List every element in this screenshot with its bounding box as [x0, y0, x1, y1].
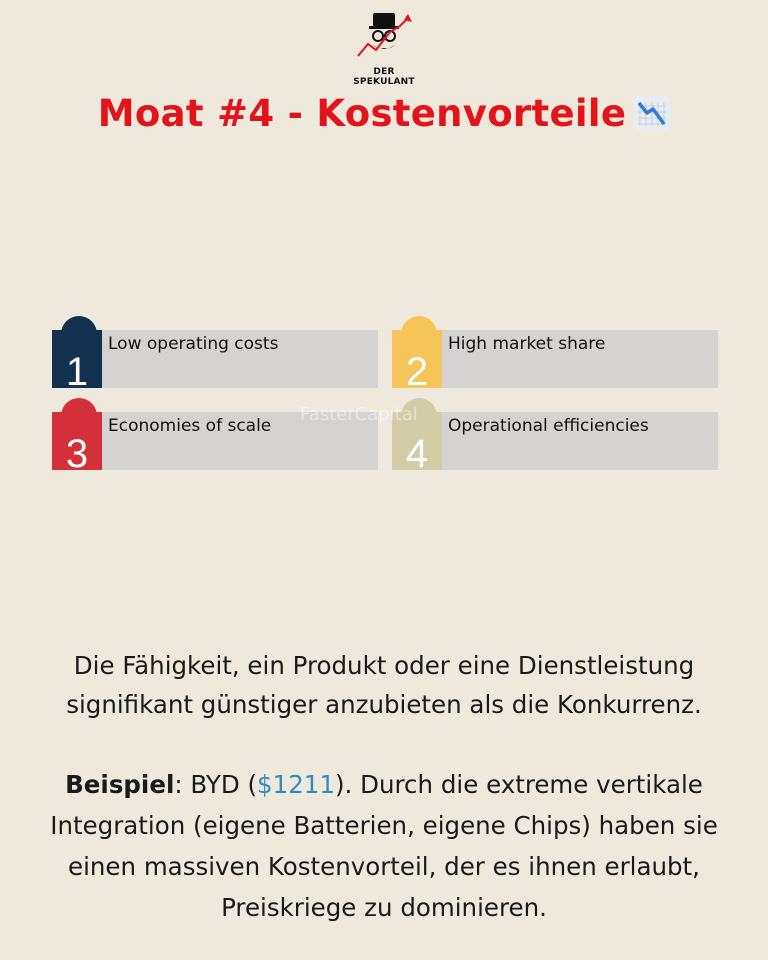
item-label: High market share	[448, 334, 606, 354]
item-bar	[100, 330, 378, 388]
page-title-text: Moat #4 - Kostenvorteile	[97, 92, 627, 135]
example-line-4: Preiskriege zu dominieren.	[221, 893, 547, 922]
moat-item-3: 3 Economies of scale	[52, 398, 378, 474]
item-circle	[401, 398, 437, 434]
chart-decreasing-icon	[634, 96, 671, 139]
moat-item-4: 4 Operational efficiencies	[392, 398, 718, 474]
example-label: Beispiel	[65, 770, 175, 799]
moat-item-1: 1 Low operating costs	[52, 316, 378, 392]
example-line-3: einen massiven Kostenvorteil, der es ihn…	[68, 852, 700, 881]
example-text: Beispiel: BYD ($1211). Durch die extreme…	[20, 764, 748, 928]
description-line-1: Die Fähigkeit, ein Produkt oder eine Die…	[73, 651, 695, 680]
item-label: Economies of scale	[108, 416, 272, 436]
description-line-2: signifikant günstiger anzubieten als die…	[66, 690, 702, 719]
top-hat-investor-icon	[357, 13, 412, 57]
item-label: Operational efficiencies	[448, 416, 649, 436]
item-bar	[100, 412, 378, 470]
watermark: FasterCapital	[300, 404, 418, 425]
example-rest: ). Durch die extreme vertikale	[335, 770, 703, 799]
page-title: Moat #4 - Kostenvorteile	[0, 92, 768, 139]
example-line-1: Beispiel: BYD ($1211). Durch die extreme…	[20, 764, 748, 805]
item-bar	[440, 412, 718, 470]
item-circle	[61, 316, 97, 352]
item-number: 2	[405, 350, 429, 394]
description-text: Die Fähigkeit, ein Produkt oder eine Die…	[20, 646, 748, 724]
item-bar	[440, 330, 718, 388]
ticker-link[interactable]: $1211	[257, 770, 335, 799]
item-number: 1	[65, 350, 89, 394]
item-number: 3	[65, 432, 89, 476]
brand-name: DER SPEKULANT	[353, 67, 415, 87]
example-line-2: Integration (eigene Batterien, eigene Ch…	[50, 811, 718, 840]
item-circle	[61, 398, 97, 434]
example-company: : BYD (	[174, 770, 258, 799]
item-number: 4	[405, 432, 429, 476]
brand-logo: DER SPEKULANT	[344, 10, 424, 87]
item-label: Low operating costs	[108, 334, 279, 354]
moat-item-2: 2 High market share	[392, 316, 718, 392]
item-circle	[401, 316, 437, 352]
